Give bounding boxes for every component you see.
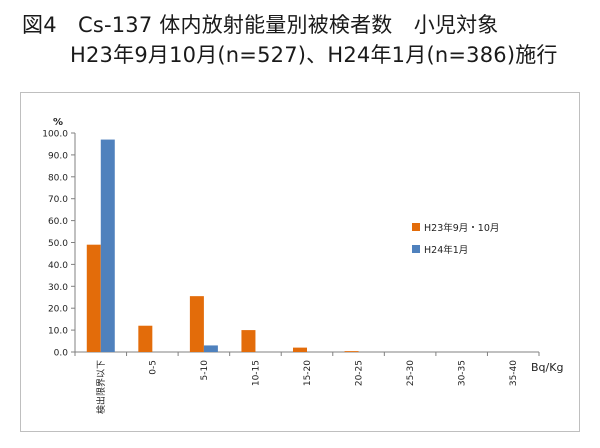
figure-title-line2: H23年9月10月(n=527)、H24年1月(n=386)施行 xyxy=(70,43,558,67)
x-category-label: 35-40 xyxy=(509,360,519,386)
x-category-label: 0-5 xyxy=(148,360,158,375)
x-axis-unit-label: Bq/Kg xyxy=(531,361,563,374)
x-axis: 検出限界以下 0-5 5-10 10-15 15-20 20-25 25-30 30-35 35… xyxy=(74,351,540,414)
y-axis-unit-label: % xyxy=(53,117,63,128)
y-tick-label: 90.0 xyxy=(48,151,68,161)
bar-series2 xyxy=(100,139,115,352)
bar-series2 xyxy=(203,345,218,352)
bar-series1 xyxy=(293,347,307,352)
y-tick-label: 80.0 xyxy=(48,173,68,183)
y-tick-label: 30.0 xyxy=(48,283,68,293)
y-tick-label: 10.0 xyxy=(48,327,68,337)
x-category-label: 15-20 xyxy=(303,360,313,386)
y-tick-label: 0.0 xyxy=(54,349,69,359)
x-category-label: 30-35 xyxy=(458,360,468,386)
y-tick-label: 40.0 xyxy=(48,261,68,271)
bar-series1 xyxy=(344,351,359,352)
y-tick-label: 70.0 xyxy=(48,195,68,205)
y-tick-label: 60.0 xyxy=(48,217,68,227)
x-category-label: 25-30 xyxy=(406,360,416,386)
figure-title: 図4 Cs-137 体内放射能量別被検者数 小児対象 H23年9月10月(n=5… xyxy=(22,10,558,70)
y-tick-label: 50.0 xyxy=(48,239,68,249)
x-category-label: 検出限界以下 xyxy=(95,360,107,414)
y-tick-label: 100.0 xyxy=(42,130,68,140)
figure-title-line1: 図4 Cs-137 体内放射能量別被検者数 小児対象 xyxy=(22,13,499,37)
legend: H23年9月・10月 H24年1月 xyxy=(412,222,499,256)
y-tick-label: 20.0 xyxy=(48,305,68,315)
x-category-label: 5-10 xyxy=(200,360,210,381)
y-axis: 0.0 10.0 20.0 30.0 40.0 50.0 60.0 70.0 80.0 90.0 1… xyxy=(42,130,76,359)
legend-swatch xyxy=(412,223,420,231)
legend-label: H23年9月・10月 xyxy=(424,222,499,234)
bar-series1 xyxy=(189,296,204,352)
bar-series1 xyxy=(138,325,153,352)
bar-series1 xyxy=(86,244,101,352)
x-category-label: 10-15 xyxy=(251,360,261,386)
x-category-label: 20-25 xyxy=(355,360,365,386)
bar-chart: 0.0 10.0 20.0 30.0 40.0 50.0 60.0 70.0 80.0 90.0 1… xyxy=(42,117,563,414)
chart-frame: 0.0 10.0 20.0 30.0 40.0 50.0 60.0 70.0 80.0 90.0 1… xyxy=(20,92,580,432)
legend-swatch xyxy=(412,245,420,253)
bar-series1 xyxy=(241,330,256,352)
bars xyxy=(86,139,359,352)
legend-label: H24年1月 xyxy=(424,244,468,256)
